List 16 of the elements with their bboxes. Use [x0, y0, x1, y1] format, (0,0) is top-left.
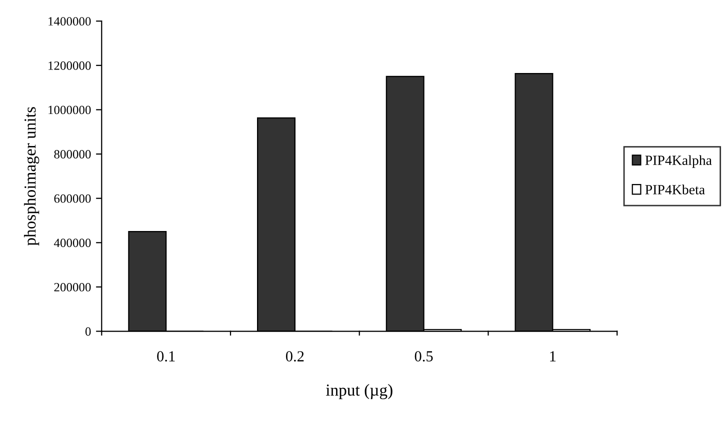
x-tick-label: 1: [550, 351, 556, 362]
legend-label: PIP4Kalpha: [645, 155, 712, 168]
x-axis-title: input (µg): [326, 384, 392, 400]
y-tick-label: 1000000: [48, 106, 91, 114]
legend-label: PIP4Kbeta: [645, 184, 705, 194]
y-tick-label: 200000: [54, 282, 91, 292]
x-tick-label: 0.2: [286, 351, 304, 362]
x-tick-label: 0.1: [157, 351, 175, 362]
y-tick-label: 1400000: [48, 17, 91, 26]
y-tick-label: 1200000: [48, 61, 91, 70]
y-tick-label: 600000: [54, 194, 91, 203]
y-axis-title: phosphoimager units: [24, 107, 40, 246]
y-tick-label: 400000: [54, 238, 91, 248]
y-tick-label: 800000: [54, 150, 91, 158]
y-tick-label: 0: [85, 327, 91, 336]
x-tick-label: 0.5: [414, 351, 433, 362]
